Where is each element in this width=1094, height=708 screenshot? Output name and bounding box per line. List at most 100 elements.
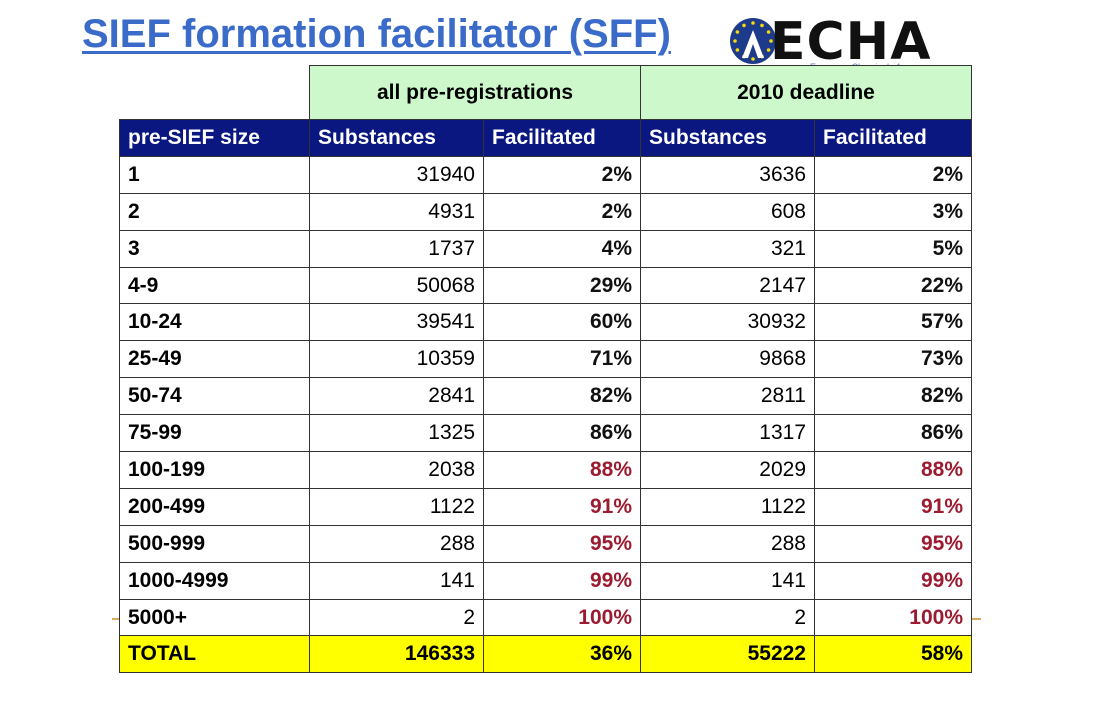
table-row: 2 4931 2% 608 3% xyxy=(119,192,972,231)
header-2010-facilitated: Facilitated xyxy=(814,119,972,157)
table-row: 500-999 288 95% 288 95% xyxy=(119,524,972,563)
all-facilitated-cell: 4% xyxy=(483,229,641,268)
size-cell: 75-99 xyxy=(119,414,310,453)
size-cell: 100-199 xyxy=(119,451,310,489)
corner-cell xyxy=(119,65,310,120)
size-cell: 25-49 xyxy=(119,340,310,379)
table-row: 75-99 1325 86% 1317 86% xyxy=(119,414,972,453)
d2010-facilitated-cell: 88% xyxy=(814,451,972,489)
d2010-substances-cell: 141 xyxy=(640,561,815,600)
all-facilitated-cell: 95% xyxy=(483,524,641,563)
all-facilitated-cell: 71% xyxy=(483,340,641,379)
all-substances-cell: 2 xyxy=(309,598,484,637)
size-cell: 2 xyxy=(119,192,310,231)
slide-title: SIEF formation facilitator (SFF) xyxy=(82,12,671,56)
total-row: TOTAL 146333 36% 55222 58% xyxy=(119,635,972,674)
d2010-substances-cell: 288 xyxy=(640,524,815,563)
all-facilitated-cell: 86% xyxy=(483,414,641,453)
table-row: 3 1737 4% 321 5% xyxy=(119,229,972,268)
decorative-line-left xyxy=(112,618,120,620)
table-row: 4-9 50068 29% 2147 22% xyxy=(119,266,972,305)
total-2010-substances: 55222 xyxy=(640,635,815,674)
d2010-facilitated-cell: 5% xyxy=(814,229,972,268)
all-substances-cell: 1122 xyxy=(309,487,484,526)
d2010-facilitated-cell: 91% xyxy=(814,487,972,526)
size-cell: 1 xyxy=(119,155,310,194)
all-substances-cell: 1737 xyxy=(309,229,484,268)
group-header-row: all pre-registrations 2010 deadline xyxy=(119,65,972,120)
header-all-facilitated: Facilitated xyxy=(483,119,641,157)
d2010-facilitated-cell: 73% xyxy=(814,340,972,379)
d2010-facilitated-cell: 99% xyxy=(814,561,972,600)
logo-wordmark: ECHA xyxy=(770,12,932,72)
all-substances-cell: 141 xyxy=(309,561,484,600)
size-cell: 1000-4999 xyxy=(119,561,310,600)
sief-table: all pre-registrations 2010 deadline pre-… xyxy=(119,65,972,674)
all-substances-cell: 288 xyxy=(309,524,484,563)
group-2010-deadline: 2010 deadline xyxy=(640,65,972,120)
table-row: 100-199 2038 88% 2029 88% xyxy=(119,451,972,489)
all-facilitated-cell: 82% xyxy=(483,377,641,416)
d2010-facilitated-cell: 95% xyxy=(814,524,972,563)
all-substances-cell: 10359 xyxy=(309,340,484,379)
all-facilitated-cell: 88% xyxy=(483,451,641,489)
total-all-facilitated: 36% xyxy=(483,635,641,674)
all-substances-cell: 39541 xyxy=(309,303,484,342)
all-facilitated-cell: 100% xyxy=(483,598,641,637)
all-substances-cell: 2038 xyxy=(309,451,484,489)
header-pre-sief-size: pre-SIEF size xyxy=(119,119,310,157)
d2010-substances-cell: 2 xyxy=(640,598,815,637)
size-cell: 500-999 xyxy=(119,524,310,563)
table-row: 50-74 2841 82% 2811 82% xyxy=(119,377,972,416)
d2010-substances-cell: 608 xyxy=(640,192,815,231)
star-ring-icon xyxy=(733,21,773,61)
size-cell: 10-24 xyxy=(119,303,310,342)
d2010-facilitated-cell: 100% xyxy=(814,598,972,637)
all-substances-cell: 2841 xyxy=(309,377,484,416)
group-all-pre-registrations: all pre-registrations xyxy=(309,65,641,120)
all-substances-cell: 1325 xyxy=(309,414,484,453)
d2010-substances-cell: 2811 xyxy=(640,377,815,416)
table-row: 1000-4999 141 99% 141 99% xyxy=(119,561,972,600)
d2010-facilitated-cell: 86% xyxy=(814,414,972,453)
all-facilitated-cell: 91% xyxy=(483,487,641,526)
d2010-facilitated-cell: 82% xyxy=(814,377,972,416)
all-facilitated-cell: 2% xyxy=(483,155,641,194)
d2010-substances-cell: 2147 xyxy=(640,266,815,305)
decorative-line-right xyxy=(971,618,981,620)
table-row: 200-499 1122 91% 1122 91% xyxy=(119,487,972,526)
d2010-substances-cell: 3636 xyxy=(640,155,815,194)
size-cell: 3 xyxy=(119,229,310,268)
all-substances-cell: 50068 xyxy=(309,266,484,305)
table-row: 25-49 10359 71% 9868 73% xyxy=(119,340,972,379)
d2010-facilitated-cell: 3% xyxy=(814,192,972,231)
total-all-substances: 146333 xyxy=(309,635,484,674)
total-label: TOTAL xyxy=(119,635,310,674)
column-header-row: pre-SIEF size Substances Facilitated Sub… xyxy=(119,119,972,157)
size-cell: 5000+ xyxy=(119,598,310,637)
all-facilitated-cell: 99% xyxy=(483,561,641,600)
d2010-substances-cell: 1317 xyxy=(640,414,815,453)
all-facilitated-cell: 60% xyxy=(483,303,641,342)
size-cell: 4-9 xyxy=(119,266,310,305)
header-all-substances: Substances xyxy=(309,119,484,157)
d2010-facilitated-cell: 57% xyxy=(814,303,972,342)
size-cell: 200-499 xyxy=(119,487,310,526)
all-facilitated-cell: 2% xyxy=(483,192,641,231)
all-substances-cell: 4931 xyxy=(309,192,484,231)
size-cell: 50-74 xyxy=(119,377,310,416)
d2010-substances-cell: 2029 xyxy=(640,451,815,489)
echa-logo: ECHA European Chemicals Agency xyxy=(730,12,970,72)
all-facilitated-cell: 29% xyxy=(483,266,641,305)
table-row: 1 31940 2% 3636 2% xyxy=(119,155,972,194)
d2010-substances-cell: 30932 xyxy=(640,303,815,342)
all-substances-cell: 31940 xyxy=(309,155,484,194)
header-2010-substances: Substances xyxy=(640,119,815,157)
d2010-substances-cell: 321 xyxy=(640,229,815,268)
total-2010-facilitated: 58% xyxy=(814,635,972,674)
d2010-substances-cell: 9868 xyxy=(640,340,815,379)
d2010-facilitated-cell: 2% xyxy=(814,155,972,194)
d2010-facilitated-cell: 22% xyxy=(814,266,972,305)
d2010-substances-cell: 1122 xyxy=(640,487,815,526)
